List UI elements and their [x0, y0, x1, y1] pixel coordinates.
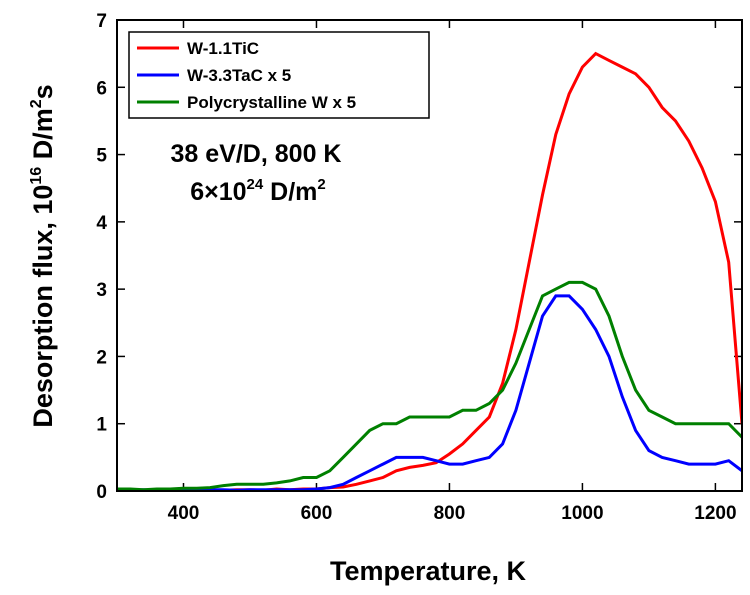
- y-label-sup: 2: [28, 99, 45, 108]
- x-tick-label: 800: [434, 503, 466, 524]
- y-tick-label: 4: [96, 213, 107, 234]
- x-tick-label: 1000: [561, 503, 603, 524]
- legend-label: Polycrystalline W x 5: [187, 93, 356, 112]
- annotation-part: 6×10: [190, 178, 246, 206]
- y-tick-label: 3: [96, 280, 107, 301]
- annotation-sup: 24: [247, 176, 264, 193]
- y-label-part: Desorption flux, 10: [28, 185, 58, 428]
- annotation-part: 38 eV/D, 800 K: [171, 140, 342, 168]
- annotation-sup: 2: [317, 176, 325, 193]
- y-tick-label: 5: [96, 146, 107, 167]
- series-line: [117, 294, 742, 491]
- y-label-part: D/m: [28, 108, 58, 167]
- x-tick-label: 400: [168, 503, 200, 524]
- y-axis-label: Desorption flux, 1016 D/m2s: [28, 84, 58, 427]
- y-label-part: s: [28, 84, 58, 99]
- x-tick-label: 1200: [694, 503, 736, 524]
- legend-label: W-1.1TiC: [187, 39, 259, 58]
- x-tick-label: 600: [301, 503, 333, 524]
- y-tick-label: 0: [96, 482, 107, 503]
- y-label-sup: 16: [28, 167, 45, 185]
- series-line: [117, 51, 742, 491]
- annotation: 6×1024 D/m2: [190, 176, 326, 206]
- y-tick-label: 2: [96, 347, 107, 368]
- y-tick-label: 7: [96, 11, 107, 32]
- y-tick-label: 1: [96, 415, 107, 436]
- plot-frame: [116, 19, 743, 492]
- legend-label: W-3.3TaC x 5: [187, 66, 291, 85]
- x-axis-label: Temperature, K: [330, 556, 527, 586]
- annotation: 38 eV/D, 800 K: [171, 140, 342, 168]
- annotation-part: D/m: [263, 178, 317, 206]
- series-line: [117, 280, 742, 491]
- y-tick-label: 6: [96, 78, 107, 99]
